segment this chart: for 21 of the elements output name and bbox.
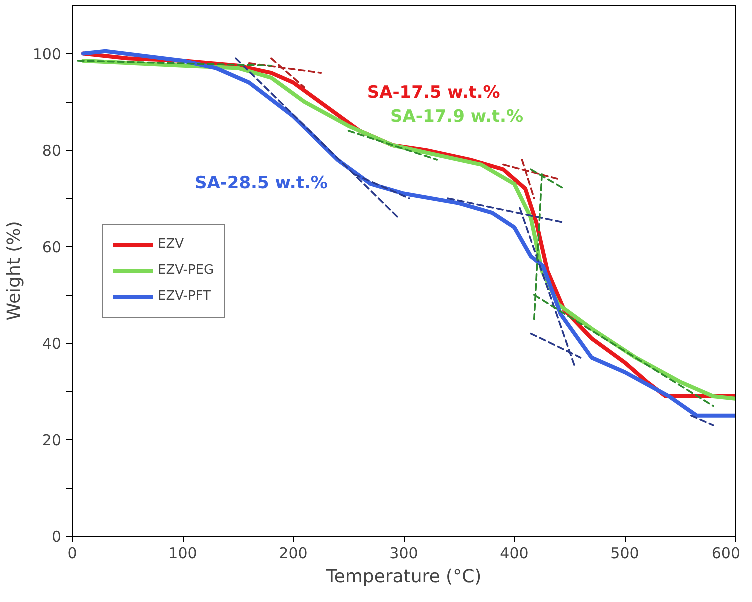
x-axis-title: Temperature (°C) bbox=[325, 566, 482, 588]
y-axis-title: Weight (%) bbox=[4, 221, 25, 321]
y-tick-label: 40 bbox=[42, 334, 62, 353]
x-tick-label: 300 bbox=[390, 544, 418, 562]
y-tick-label: 20 bbox=[42, 431, 62, 450]
legend-label: EZV bbox=[158, 237, 184, 252]
x-tick-label: 600 bbox=[712, 544, 741, 562]
x-tick-label: 400 bbox=[500, 544, 529, 562]
y-tick-label: 80 bbox=[42, 142, 62, 160]
x-tick-label: 0 bbox=[68, 544, 78, 562]
y-tick-label: 60 bbox=[42, 238, 62, 256]
legend-label: EZV-PFT bbox=[158, 289, 211, 304]
x-tick-label: 500 bbox=[610, 544, 640, 562]
y-tick-label: 100 bbox=[32, 45, 62, 64]
x-tick-label: 200 bbox=[279, 544, 308, 562]
annotation: SA-17.9 w.t.% bbox=[390, 107, 524, 128]
x-tick-label: 100 bbox=[168, 544, 198, 562]
y-tick-label: 0 bbox=[52, 528, 62, 546]
annotation: SA-28.5 w.t.% bbox=[194, 173, 328, 194]
annotation: SA-17.5 w.t.% bbox=[367, 83, 500, 104]
legend-label: EZV-PEG bbox=[158, 263, 214, 278]
